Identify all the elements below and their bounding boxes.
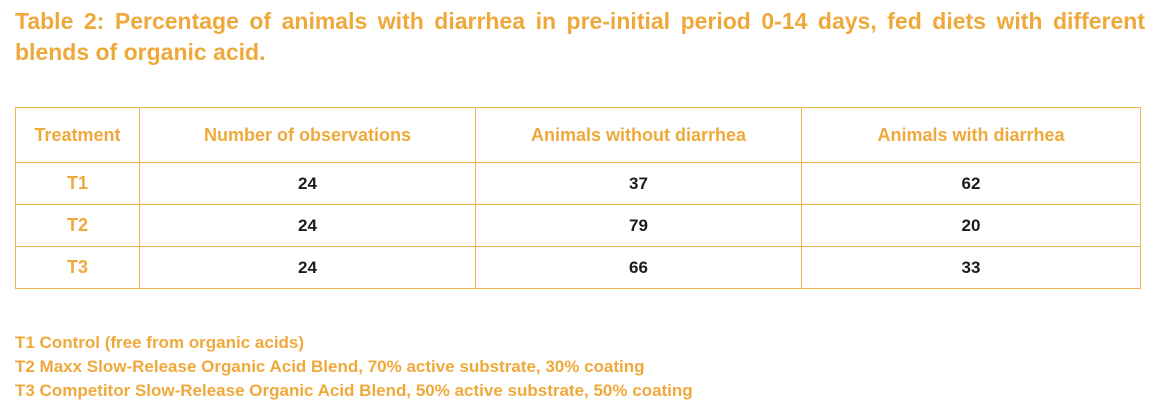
header-without-diarrhea: Animals without diarrhea <box>475 107 802 163</box>
cell-observations: 24 <box>139 204 476 247</box>
table-title: Table 2: Percentage of animals with diar… <box>15 8 1145 65</box>
cell-without-diarrhea: 66 <box>475 246 802 289</box>
cell-without-diarrhea: 37 <box>475 162 802 205</box>
cell-treatment: T2 <box>15 204 140 247</box>
legend-item-t1: T1 Control (free from organic acids) <box>15 333 305 352</box>
diarrhea-table: Treatment Number of observations Animals… <box>15 107 1141 289</box>
header-with-diarrhea: Animals with diarrhea <box>801 107 1141 163</box>
legend-item-t3: T3 Competitor Slow-Release Organic Acid … <box>15 381 693 400</box>
table-row: T2 24 79 20 <box>15 204 1141 247</box>
cell-treatment: T3 <box>15 246 140 289</box>
cell-with-diarrhea: 20 <box>801 204 1141 247</box>
header-treatment: Treatment <box>15 107 140 163</box>
cell-observations: 24 <box>139 162 476 205</box>
cell-without-diarrhea: 79 <box>475 204 802 247</box>
table-row: T3 24 66 33 <box>15 246 1141 289</box>
header-observations: Number of observations <box>139 107 476 163</box>
cell-treatment: T1 <box>15 162 140 205</box>
treatment-legend: T1 Control (free from organic acids) T2 … <box>15 331 693 403</box>
cell-with-diarrhea: 62 <box>801 162 1141 205</box>
legend-item-t2: T2 Maxx Slow-Release Organic Acid Blend,… <box>15 357 645 376</box>
table-header-row: Treatment Number of observations Animals… <box>15 107 1141 163</box>
cell-with-diarrhea: 33 <box>801 246 1141 289</box>
table-row: T1 24 37 62 <box>15 162 1141 205</box>
cell-observations: 24 <box>139 246 476 289</box>
